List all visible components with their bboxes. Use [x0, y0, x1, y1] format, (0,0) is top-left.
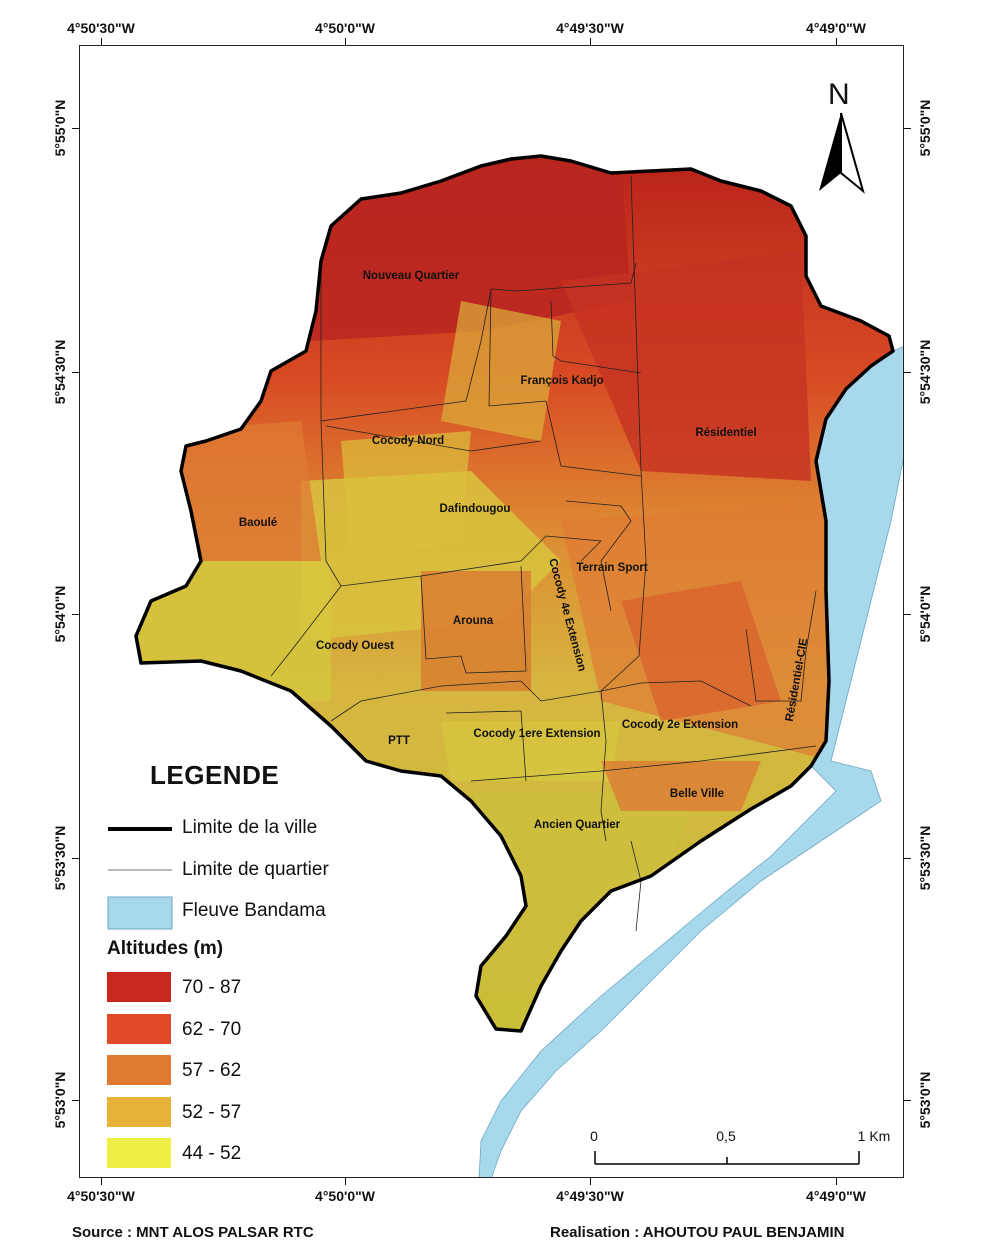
legend-quarter-limit-label: Limite de quartier [182, 859, 329, 880]
scale-label-half: 0,5 [716, 1128, 736, 1144]
tick [904, 372, 911, 373]
scale-label-1km: 1 Km [857, 1128, 891, 1144]
tick [101, 1178, 102, 1185]
altitude-swatch-4 [107, 1097, 171, 1127]
legend-title: LEGENDE [150, 760, 280, 790]
quarter-boundaries [270, 175, 817, 932]
scale-label-0: 0 [590, 1128, 598, 1144]
coord-left-5: 5°53'0"N [52, 1071, 68, 1129]
tick [345, 38, 346, 45]
tick [72, 1100, 79, 1101]
label-cocody-2e-extension: Cocody 2e Extension [621, 719, 739, 731]
city-limit [134, 154, 895, 1033]
map-canvas [107, 112, 903, 1177]
altitude-label-2: 62 - 70 [182, 1019, 242, 1040]
tick [590, 1178, 591, 1185]
tick [836, 1178, 837, 1185]
tick [101, 38, 102, 45]
legend-city-limit-label: Limite de la ville [182, 817, 318, 838]
coord-left-4: 5°53'30"N [52, 825, 68, 891]
label-belle-ville: Belle Ville [669, 788, 725, 800]
tick [72, 858, 79, 859]
footer-author: Realisation : AHOUTOU PAUL BENJAMIN [550, 1224, 845, 1241]
coord-right-5: 5°53'0"N [917, 1071, 933, 1129]
coord-top-3: 4°49'30"W [556, 20, 624, 36]
label-cocody-1ere-extension: Cocody 1ere Extension [473, 728, 601, 740]
coord-right-4: 5°53'30"N [917, 825, 933, 891]
coord-right-2: 5°54'30"N [917, 339, 933, 405]
tick [72, 128, 79, 129]
label-francois-kadjo: François Kadjo [520, 375, 604, 387]
label-terrain-sport: Terrain Sport [576, 562, 648, 574]
altitude-label-4: 52 - 57 [182, 1102, 242, 1123]
north-arrow-icon [819, 112, 865, 194]
tick [72, 372, 79, 373]
label-ptt: PTT [388, 735, 410, 747]
coord-bottom-1: 4°50'30"W [67, 1188, 135, 1204]
footer-source: Source : MNT ALOS PALSAR RTC [72, 1224, 314, 1241]
map-frame [79, 45, 904, 1178]
tick [72, 614, 79, 615]
tick [590, 38, 591, 45]
label-arouna: Arouna [452, 615, 494, 627]
altitude-swatch-5 [107, 1138, 171, 1168]
tick [345, 1178, 346, 1185]
coord-left-2: 5°54'30"N [52, 339, 68, 405]
tick [904, 614, 911, 615]
coord-top-4: 4°49'0"W [806, 20, 866, 36]
label-baoule: Baoulé [238, 517, 278, 529]
coord-top-2: 4°50'0"W [315, 20, 375, 36]
altitude-swatch-3 [107, 1055, 171, 1085]
coord-right-3: 5°54'0"N [917, 585, 933, 643]
altitude-label-3: 57 - 62 [182, 1060, 242, 1081]
north-label: N [828, 78, 850, 111]
label-cocody-nord: Cocody Nord [371, 435, 445, 447]
label-nouveau-quartier: Nouveau Quartier [362, 270, 460, 282]
legend-altitude-title: Altitudes (m) [107, 938, 224, 959]
coord-bottom-2: 4°50'0"W [315, 1188, 375, 1204]
tick [904, 858, 911, 859]
legend-river-label: Fleuve Bandama [182, 900, 326, 921]
label-cocody-ouest: Cocody Ouest [316, 640, 394, 652]
altitude-label-5: 44 - 52 [182, 1143, 242, 1164]
coord-right-1: 5°55'0"N [917, 99, 933, 157]
altitude-swatch-2 [107, 1014, 171, 1044]
tick [836, 38, 837, 45]
legend-river-swatch [107, 896, 173, 930]
coord-bottom-4: 4°49'0"W [806, 1188, 866, 1204]
tick [904, 128, 911, 129]
coord-left-3: 5°54'0"N [52, 585, 68, 643]
altitude-label-1: 70 - 87 [182, 977, 242, 998]
label-ancien-quartier: Ancien Quartier [533, 819, 621, 831]
coord-bottom-3: 4°49'30"W [556, 1188, 624, 1204]
tick [904, 1100, 911, 1101]
scale-bar [594, 1151, 860, 1165]
label-residentiel: Résidentiel [695, 427, 757, 439]
coord-left-1: 5°55'0"N [52, 99, 68, 157]
altitude-swatch-1 [107, 972, 171, 1002]
coord-top-1: 4°50'30"W [67, 20, 135, 36]
label-dafindougou: Dafindougou [439, 503, 511, 515]
